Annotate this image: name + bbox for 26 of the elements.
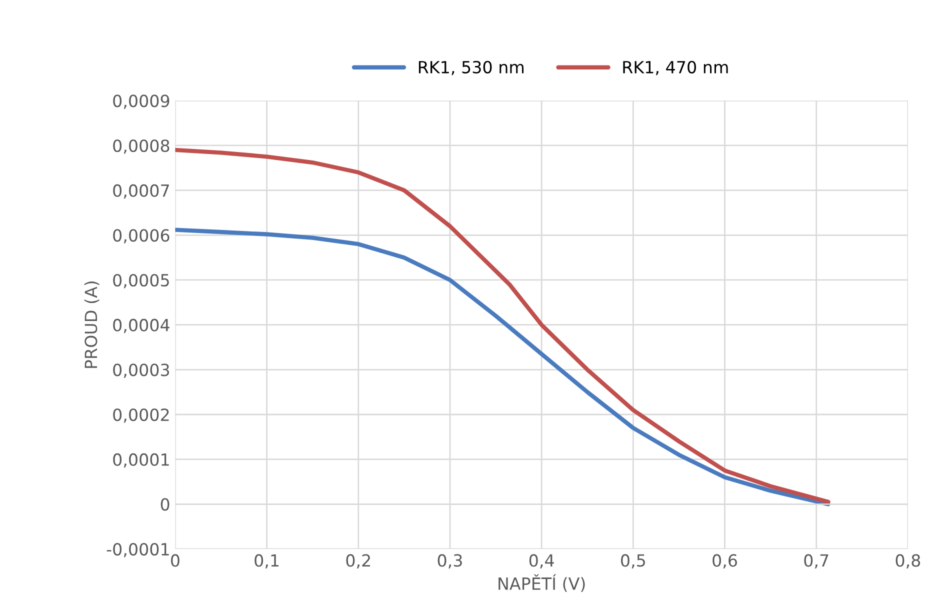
y-tick-label: 0,0006 (113, 229, 170, 244)
line-series (175, 148, 830, 504)
x-tick-label: 0,5 (621, 554, 645, 568)
y-tick-label: 0,0004 (113, 318, 170, 334)
y-tick-label: -0,0001 (106, 542, 169, 558)
y-tick-label: 0,0001 (113, 453, 169, 468)
y-tick-label: 0,0005 (113, 274, 169, 288)
x-tick-label: 0,8 (896, 554, 920, 568)
x-tick-label: 0,3 (438, 554, 462, 568)
x-tick-label: 0,4 (529, 554, 554, 568)
x-tick-label: 0,6 (712, 554, 737, 568)
x-tick-label: 0,7 (804, 554, 828, 568)
y-tick-label: 0,0007 (113, 184, 169, 199)
y-tick-label: 0,0003 (113, 364, 170, 378)
y-tick-label: 0,0009 (113, 94, 170, 109)
y-tick-label: 0 (160, 498, 170, 511)
x-axis-title: NAPĚTÍ (V) (498, 574, 585, 592)
y-axis-title: PROUD (A) (84, 282, 100, 368)
x-tick-label: 0,1 (254, 554, 279, 568)
legend-label: RK1, 470 nm (623, 60, 728, 76)
y-tick-label: 0,0008 (113, 139, 170, 154)
x-tick-label: 0 (171, 554, 180, 567)
legend-label: RK1, 530 nm (418, 60, 524, 76)
x-tick-label: 0,2 (346, 554, 370, 568)
line-series (175, 228, 830, 506)
y-tick-label: 0,0002 (113, 408, 169, 423)
